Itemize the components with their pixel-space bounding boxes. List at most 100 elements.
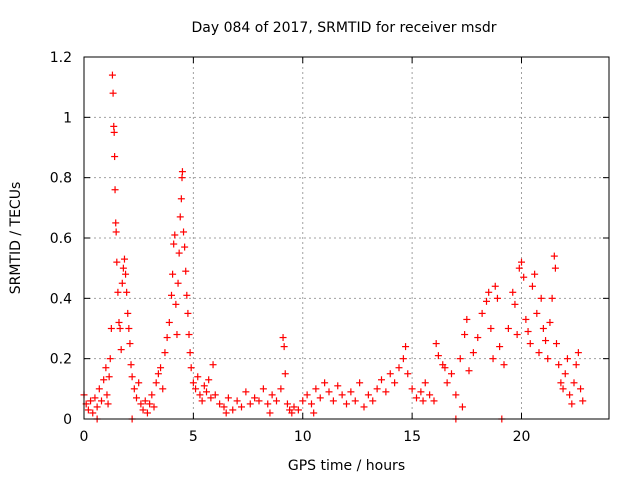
data-point: [181, 243, 189, 251]
data-point: [310, 409, 318, 417]
data-point: [139, 406, 147, 414]
data-point: [128, 373, 136, 381]
data-point: [369, 397, 377, 405]
data-point: [111, 153, 119, 161]
data-point: [281, 370, 289, 378]
data-point: [185, 331, 193, 339]
data-point: [528, 282, 536, 290]
data-point: [421, 379, 429, 387]
data-point: [288, 409, 296, 417]
data-point: [133, 394, 140, 402]
data-point: [570, 379, 578, 387]
data-point: [103, 391, 111, 399]
data-point: [152, 379, 160, 387]
data-point: [108, 71, 116, 79]
data-point: [546, 318, 554, 326]
data-point: [489, 355, 497, 363]
data-point: [395, 364, 403, 372]
data-point: [539, 325, 547, 332]
data-point: [308, 400, 315, 408]
data-point: [124, 309, 132, 317]
data-point: [273, 397, 280, 405]
data-point: [112, 228, 120, 236]
x-axis-label: GPS time / hours: [288, 458, 405, 474]
data-point: [463, 315, 471, 323]
y-tick-label: 0: [63, 412, 72, 428]
data-point: [222, 409, 230, 417]
data-point: [574, 349, 582, 357]
data-point: [220, 403, 228, 411]
data-point: [555, 361, 563, 369]
data-point: [511, 300, 519, 308]
data-point: [518, 258, 525, 266]
data-point: [364, 391, 372, 399]
data-point: [347, 388, 355, 396]
data-point: [180, 228, 188, 236]
data-point: [563, 355, 571, 363]
data-point: [531, 270, 539, 278]
data-point: [382, 388, 390, 396]
data-point: [143, 409, 151, 417]
data-point: [95, 385, 103, 393]
data-point: [496, 343, 504, 351]
x-tick-label: 0: [80, 429, 89, 445]
data-point: [542, 337, 550, 345]
data-point: [561, 370, 569, 378]
data-point: [177, 195, 185, 203]
data-point: [93, 403, 101, 411]
data-point: [242, 388, 250, 396]
data-point: [207, 394, 215, 402]
data-point: [548, 294, 556, 302]
data-point: [117, 346, 125, 354]
data-point: [550, 252, 558, 260]
data-point: [559, 385, 567, 393]
data-point: [146, 400, 154, 408]
data-point: [109, 89, 117, 97]
data-point: [299, 397, 307, 405]
data-point: [338, 391, 346, 399]
data-point: [443, 379, 451, 387]
data-point: [404, 370, 412, 378]
data-point: [537, 294, 545, 302]
data-point: [279, 334, 287, 342]
data-point: [106, 355, 114, 363]
data-point: [130, 385, 138, 393]
data-point: [329, 397, 337, 405]
data-point: [84, 406, 92, 414]
data-point: [148, 391, 156, 399]
data-point: [157, 364, 165, 372]
data-point: [321, 379, 329, 387]
data-point: [233, 397, 241, 405]
data-point: [351, 397, 359, 405]
data-point: [513, 331, 521, 339]
data-points: [80, 71, 587, 423]
grid: [84, 57, 609, 419]
data-point: [386, 370, 394, 378]
data-point: [163, 334, 171, 342]
data-point: [360, 403, 368, 411]
data-point: [430, 397, 438, 405]
data-point: [259, 385, 267, 393]
data-point: [577, 385, 585, 393]
data-point: [452, 391, 460, 399]
data-point: [469, 349, 477, 357]
data-point: [515, 264, 523, 272]
data-point: [165, 318, 173, 326]
data-point: [500, 361, 508, 369]
chart-title: Day 084 of 2017, SRMTID for receiver msd…: [192, 20, 497, 36]
data-point: [557, 379, 565, 387]
data-point: [137, 400, 145, 408]
data-point: [125, 325, 133, 332]
y-tick-label: 0.6: [50, 231, 72, 247]
data-point: [122, 270, 130, 278]
data-point: [116, 325, 124, 332]
data-point: [551, 264, 559, 272]
data-point: [391, 379, 399, 387]
data-point: [441, 364, 449, 372]
data-point: [572, 361, 580, 369]
data-point: [150, 403, 158, 411]
data-point: [325, 388, 333, 396]
data-point: [192, 385, 200, 393]
data-point: [169, 270, 177, 278]
data-point: [579, 397, 587, 405]
